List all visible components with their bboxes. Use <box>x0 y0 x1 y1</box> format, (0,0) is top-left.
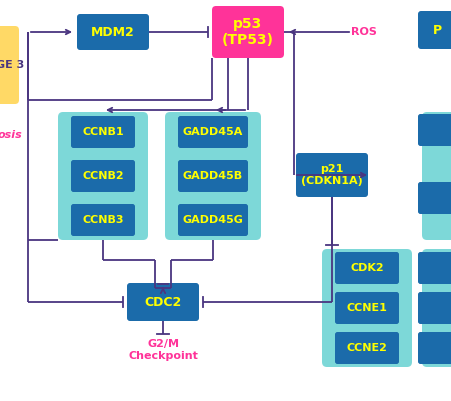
FancyBboxPatch shape <box>212 6 284 58</box>
Text: MDM2: MDM2 <box>91 26 135 38</box>
FancyBboxPatch shape <box>335 332 399 364</box>
Text: GE 3: GE 3 <box>0 60 24 70</box>
FancyBboxPatch shape <box>127 283 199 321</box>
FancyBboxPatch shape <box>335 252 399 284</box>
Text: CDK2: CDK2 <box>350 263 384 273</box>
FancyBboxPatch shape <box>419 12 451 48</box>
FancyBboxPatch shape <box>178 160 248 192</box>
Text: CCNE1: CCNE1 <box>346 303 387 313</box>
Text: CCNE2: CCNE2 <box>346 343 387 353</box>
Text: p53
(TP53): p53 (TP53) <box>222 17 274 47</box>
FancyBboxPatch shape <box>77 14 149 50</box>
FancyBboxPatch shape <box>422 112 451 240</box>
FancyBboxPatch shape <box>418 11 451 49</box>
FancyBboxPatch shape <box>71 116 135 148</box>
Text: CCNB2: CCNB2 <box>82 171 124 181</box>
FancyBboxPatch shape <box>165 112 261 240</box>
FancyBboxPatch shape <box>322 249 412 367</box>
Text: C-: C- <box>430 125 443 135</box>
Text: CD: CD <box>430 193 447 203</box>
FancyBboxPatch shape <box>418 252 451 284</box>
FancyBboxPatch shape <box>296 153 368 197</box>
Text: GADD45A: GADD45A <box>183 127 243 137</box>
Text: GADD45G: GADD45G <box>183 215 244 225</box>
FancyBboxPatch shape <box>58 112 148 240</box>
FancyBboxPatch shape <box>178 116 248 148</box>
Text: CDC2: CDC2 <box>144 296 182 308</box>
FancyBboxPatch shape <box>418 114 451 146</box>
FancyBboxPatch shape <box>71 160 135 192</box>
FancyBboxPatch shape <box>335 292 399 324</box>
FancyBboxPatch shape <box>422 249 451 367</box>
Text: P: P <box>433 24 442 36</box>
FancyBboxPatch shape <box>418 292 451 324</box>
Text: ROS: ROS <box>351 27 377 37</box>
Text: CCNB3: CCNB3 <box>82 215 124 225</box>
Text: G2/M
Checkpoint: G2/M Checkpoint <box>128 339 198 361</box>
FancyBboxPatch shape <box>418 182 451 214</box>
Text: GADD45B: GADD45B <box>183 171 243 181</box>
FancyBboxPatch shape <box>71 204 135 236</box>
Text: osis: osis <box>0 130 23 140</box>
Text: CCNB1: CCNB1 <box>82 127 124 137</box>
FancyBboxPatch shape <box>418 332 451 364</box>
FancyBboxPatch shape <box>178 204 248 236</box>
Text: p21
(CDKN1A): p21 (CDKN1A) <box>301 164 363 186</box>
FancyBboxPatch shape <box>0 26 19 104</box>
